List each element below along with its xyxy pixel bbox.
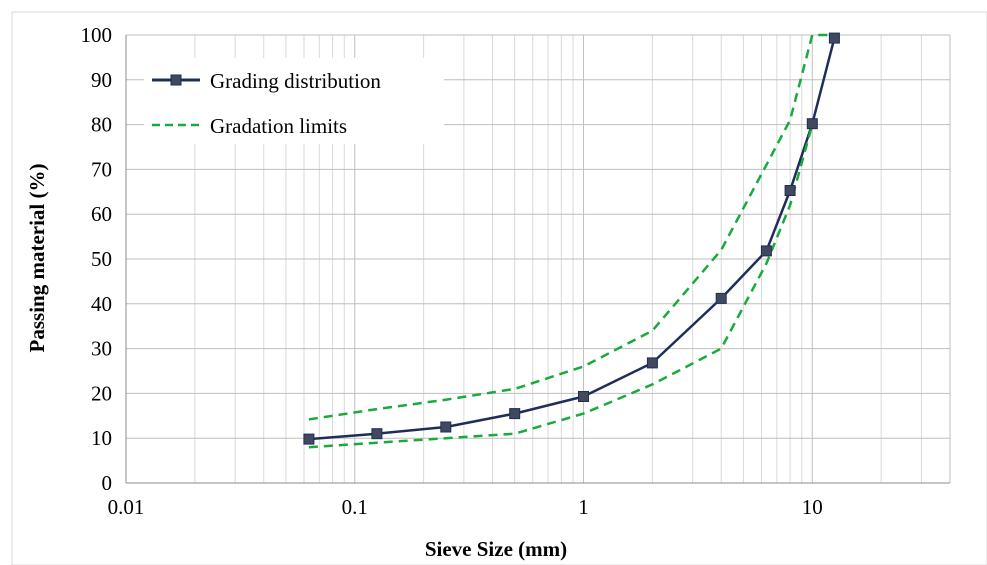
y-tick-label: 90 bbox=[91, 68, 112, 92]
data-point-grading-distribution bbox=[440, 421, 452, 433]
data-point-grading-distribution bbox=[784, 185, 796, 196]
y-tick-label: 30 bbox=[91, 337, 112, 361]
data-point-grading-distribution bbox=[303, 433, 315, 445]
data-point-grading-distribution bbox=[828, 32, 840, 44]
data-point-grading-distribution bbox=[509, 408, 521, 420]
x-tick-label: 1 bbox=[578, 495, 589, 519]
y-tick-label: 70 bbox=[91, 157, 112, 181]
y-tick-label: 100 bbox=[81, 23, 113, 47]
data-point-grading-distribution bbox=[646, 357, 658, 369]
series-line-gradation-limit-lower bbox=[308, 124, 814, 449]
legend-background bbox=[144, 58, 444, 144]
y-tick-label: 0 bbox=[102, 471, 113, 495]
x-tick-label: 10 bbox=[802, 495, 823, 519]
y-axis-title: Passing material (%) bbox=[25, 164, 49, 353]
outer-frame bbox=[11, 11, 987, 565]
data-point-grading-distribution bbox=[715, 292, 727, 304]
x-tick-labels: 0.01 0.1 1 10 bbox=[108, 495, 823, 519]
y-tick-label: 40 bbox=[91, 292, 112, 316]
data-point-grading-distribution bbox=[760, 245, 772, 257]
y-tick-labels: 0 10 20 30 40 50 60 70 80 90 100 bbox=[81, 23, 113, 495]
data-point-grading-distribution bbox=[578, 391, 589, 402]
legend-label-gradation-limits: Gradation limits bbox=[210, 114, 347, 138]
x-tick-label: 0.01 bbox=[108, 495, 145, 519]
axes bbox=[125, 35, 950, 484]
y-tick-label: 80 bbox=[91, 113, 112, 137]
data-point-grading-distribution bbox=[371, 428, 383, 440]
x-tick-label: 0.1 bbox=[342, 495, 368, 519]
marker-layer bbox=[303, 32, 840, 445]
legend: Grading distribution Gradation limits bbox=[144, 58, 444, 144]
legend-label-grading-distribution: Grading distribution bbox=[210, 69, 381, 93]
y-tick-label: 20 bbox=[91, 381, 112, 405]
y-tick-label: 50 bbox=[91, 247, 112, 271]
y-tick-label: 60 bbox=[91, 202, 112, 226]
legend-marker-grading-distribution bbox=[170, 74, 182, 86]
data-point-grading-distribution bbox=[806, 118, 818, 130]
x-axis-title: Sieve Size (mm) bbox=[425, 537, 567, 561]
y-tick-label: 10 bbox=[91, 426, 112, 450]
